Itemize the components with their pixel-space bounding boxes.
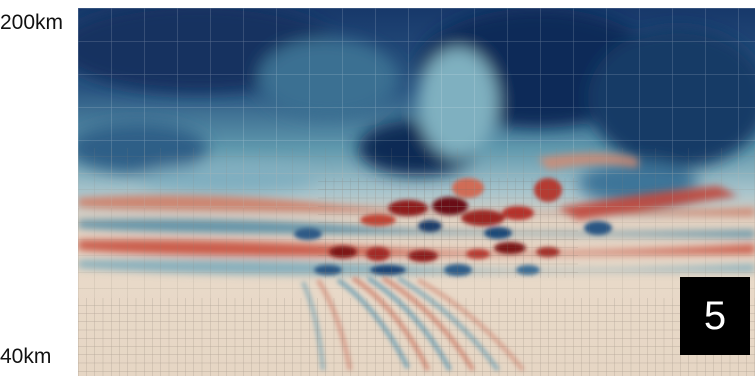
altitude-label-top: 200km [0,11,64,34]
frame-number-badge: 5 [680,277,750,355]
altitude-label-bottom: 40km [0,345,52,368]
simulation-field-view [78,8,755,376]
mesh-fine-core [318,178,578,278]
mesh-fine [78,298,755,376]
